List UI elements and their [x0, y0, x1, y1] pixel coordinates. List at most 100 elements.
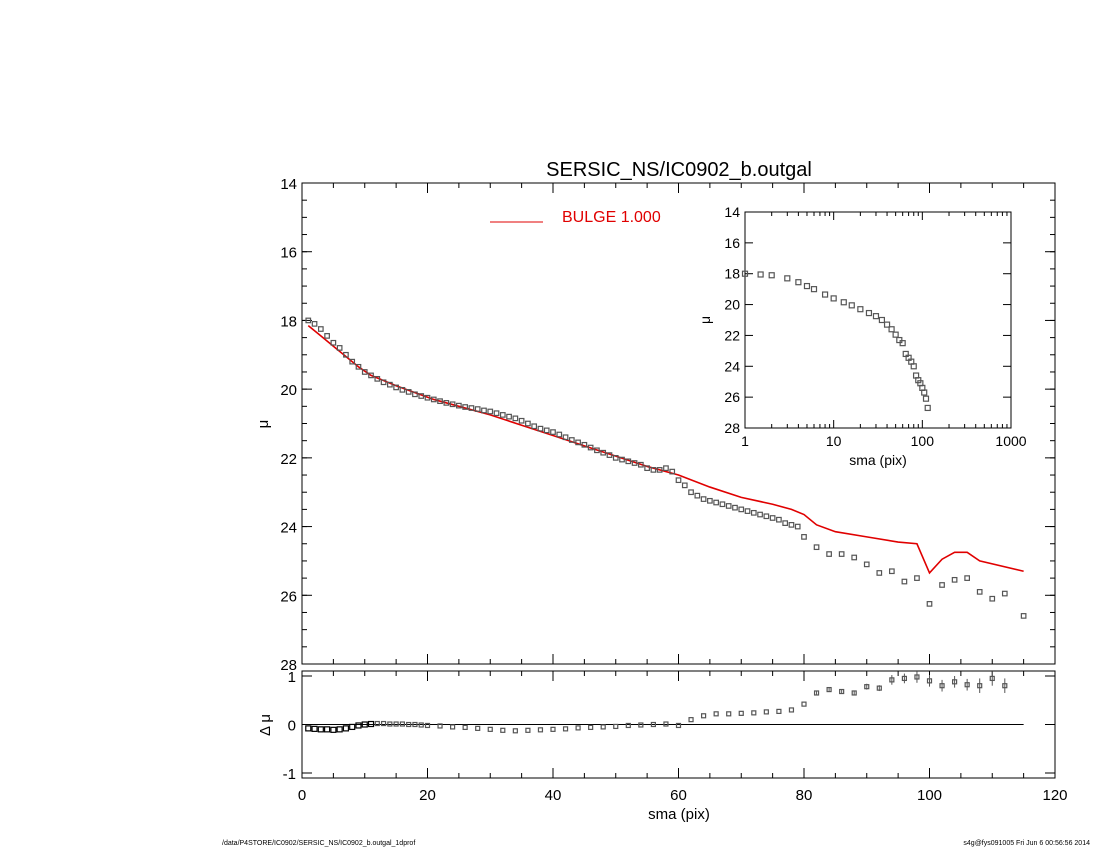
data-point [412, 391, 418, 398]
residual-point [776, 708, 782, 715]
inset-data-point [795, 279, 802, 286]
data-point [556, 431, 563, 438]
inset-panel: 14 16 18 20 22 24 26 281 10 100 1000 sma (pix) μ [697, 204, 1027, 468]
residual-point [964, 682, 970, 688]
residual-point [367, 720, 375, 728]
residual-point [424, 722, 431, 729]
residual-point [399, 721, 405, 727]
data-point [1001, 590, 1008, 597]
residual-point [788, 707, 795, 713]
data-point [418, 393, 425, 399]
inset-y-tick-label: 20 [724, 297, 740, 313]
data-point [1020, 613, 1027, 619]
data-point [788, 522, 795, 528]
data-point [656, 467, 663, 473]
residual-point [726, 711, 732, 717]
residual-point [688, 717, 694, 723]
data-point [725, 503, 732, 509]
inset-data-point [872, 313, 880, 320]
inset-data-point [899, 340, 906, 347]
residual-point [330, 726, 337, 733]
main-plot-frame [301, 182, 1056, 665]
x-axis-label: sma (pix) [648, 806, 710, 823]
residual-point [550, 726, 556, 732]
data-point [487, 408, 494, 415]
residual-point [763, 709, 769, 715]
residual-point [738, 710, 744, 716]
data-point [901, 578, 908, 585]
data-point [619, 456, 625, 463]
data-point [681, 482, 688, 489]
residual-point [349, 723, 356, 731]
inset-y-axis-label: μ [697, 316, 713, 324]
data-point [700, 496, 707, 502]
data-point [876, 570, 883, 576]
inset-y-tick-label: 26 [724, 389, 740, 405]
data-point [355, 363, 362, 370]
data-point [826, 551, 832, 557]
res-x-tick-label: 100 [917, 787, 942, 804]
data-point [537, 425, 544, 432]
inset-data-point [922, 395, 930, 402]
res-y-tick-label: -1 [283, 766, 296, 783]
res-x-tick-label: 80 [796, 787, 813, 804]
data-point [575, 439, 581, 446]
data-point [506, 413, 512, 420]
res-y-tick-label: 0 [288, 718, 296, 735]
inset-x-axis-label: sma (pix) [849, 452, 907, 468]
data-point [606, 452, 613, 458]
data-point [650, 467, 657, 473]
inset-data-point [821, 291, 829, 298]
data-point [437, 398, 443, 405]
data-point [430, 396, 437, 403]
residual-point [387, 721, 393, 727]
inset-y-tick-label: 14 [724, 204, 740, 220]
data-point [349, 358, 356, 365]
data-point [663, 465, 669, 472]
data-point [976, 588, 983, 595]
data-point [888, 568, 895, 575]
data-point [776, 516, 782, 523]
data-point [744, 508, 751, 514]
chart-title: SERSIC_NS/IC0902_b.outgal [546, 159, 812, 181]
inset-x-tick-label: 10 [826, 433, 842, 449]
residual-point [700, 713, 707, 719]
y-tick-label: 18 [280, 313, 297, 330]
residual-point [374, 720, 380, 727]
data-point [757, 511, 763, 518]
data-point [525, 420, 531, 427]
data-point [456, 402, 462, 409]
residual-point [537, 727, 544, 733]
inset-data-point [878, 316, 886, 324]
inset-data-point [921, 389, 928, 396]
data-point [550, 429, 556, 435]
bulge-model-line [307, 324, 1024, 575]
main-panel: 14 16 18 20 22 24 26 28 μ BULGE 1.000 [255, 176, 1056, 674]
data-point [399, 386, 406, 393]
data-point [380, 379, 387, 386]
residual-point [305, 725, 312, 732]
data-point [713, 499, 720, 506]
residual-point [977, 683, 983, 689]
inset-data-point [924, 404, 931, 412]
inset-data-point [848, 302, 855, 309]
residual-point [361, 721, 368, 728]
data-point [631, 460, 638, 466]
data-point [732, 504, 738, 511]
inset-data-point [857, 306, 864, 313]
y-axis-label: μ [255, 420, 272, 429]
residual-point [813, 690, 820, 696]
residual-point [914, 674, 920, 680]
y-tick-label: 28 [280, 657, 297, 674]
res-x-tick-label: 120 [1042, 787, 1067, 804]
data-point [374, 375, 381, 382]
residual-point [412, 721, 418, 728]
residual-point [751, 710, 757, 716]
inset-data-point [910, 363, 917, 370]
residual-point [901, 675, 908, 682]
inset-y-tick-label: 16 [724, 235, 740, 251]
residual-point [839, 688, 845, 695]
data-point [688, 489, 694, 496]
inset-data-point [768, 272, 775, 279]
